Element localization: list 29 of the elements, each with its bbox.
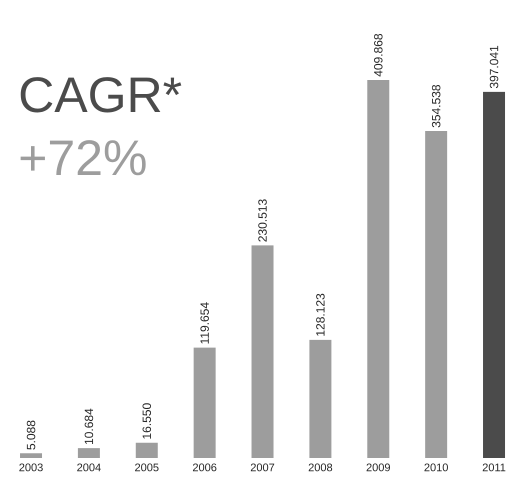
bar (252, 245, 274, 458)
x-tick-label: 2004 (77, 464, 101, 472)
data-label: 119.654 (200, 302, 209, 344)
data-label: 230.513 (258, 199, 267, 242)
bar (367, 80, 390, 458)
bar (78, 448, 100, 458)
annotation: CAGR* (20, 77, 182, 112)
x-tick-label: 2011 (482, 464, 506, 472)
bar (425, 131, 448, 458)
x-tick-label: 2010 (424, 464, 448, 472)
data-label: 5.088 (26, 420, 36, 450)
data-label: 397.041 (490, 46, 498, 88)
x-tick-label: 2007 (250, 464, 274, 472)
data-label: 409.868 (374, 34, 383, 77)
data-label: 354.538 (432, 84, 440, 128)
bar (194, 348, 216, 458)
x-tick-label: 2006 (192, 464, 216, 472)
x-tick-label: 2009 (366, 464, 390, 472)
bar (483, 92, 506, 458)
bar (309, 340, 332, 458)
bar (136, 442, 158, 458)
annotation: +72% (20, 140, 146, 176)
bar (20, 453, 42, 458)
data-label: 16.550 (142, 403, 152, 439)
data-label: 10.684 (84, 408, 94, 444)
x-tick-label: 2003 (19, 464, 43, 472)
x-tick-label: 2008 (308, 464, 332, 472)
data-label: 128.123 (316, 294, 325, 336)
x-tick-label: 2005 (135, 464, 159, 472)
